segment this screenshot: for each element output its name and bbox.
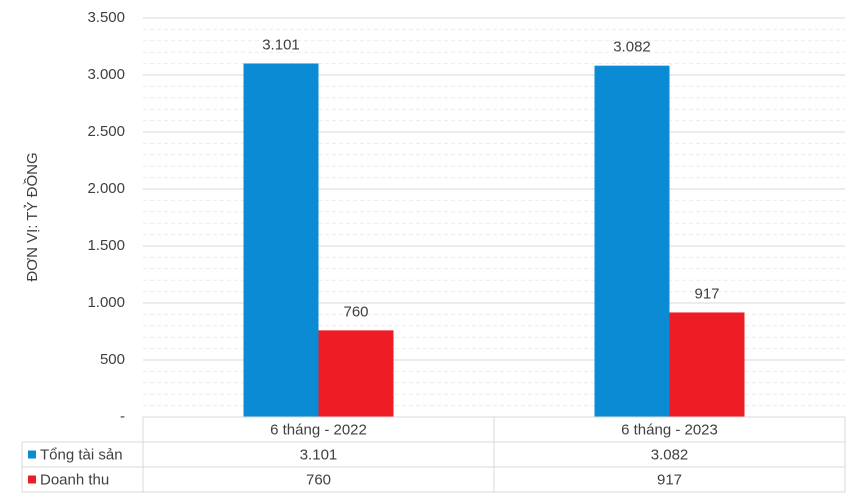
- y-tick-label: -: [120, 408, 125, 425]
- y-tick-label: 3.500: [87, 9, 125, 26]
- table-cell: 917: [657, 471, 682, 488]
- legend-label: Tổng tài sản: [40, 446, 123, 463]
- bar: [243, 63, 319, 418]
- bar: [318, 330, 394, 417]
- y-tick-label: 2.000: [87, 180, 125, 197]
- bar: [594, 65, 670, 417]
- y-tick-label: 1.000: [87, 294, 125, 311]
- legend-swatch: [28, 450, 36, 459]
- bar: [669, 312, 745, 417]
- legend-swatch: [28, 475, 36, 484]
- legend-label: Doanh thu: [40, 471, 109, 488]
- y-tick-label: 500: [100, 351, 125, 368]
- y-tick-label: 2.500: [87, 123, 125, 140]
- y-tick-label: 3.000: [87, 66, 125, 83]
- data-label: 917: [694, 285, 719, 302]
- data-label: 3.101: [262, 36, 300, 53]
- table-cell: 3.082: [651, 446, 689, 463]
- table-cell: 3.101: [300, 446, 338, 463]
- x-tick-label: 6 tháng - 2023: [621, 421, 718, 438]
- table-cell: 760: [306, 471, 331, 488]
- data-label: 760: [343, 303, 368, 320]
- data-label: 3.082: [613, 39, 651, 56]
- y-tick-label: 1.500: [87, 237, 125, 254]
- x-tick-label: 6 tháng - 2022: [270, 421, 367, 438]
- y-axis-label: ĐƠN VỊ: TỶ ĐỒNG: [23, 152, 41, 281]
